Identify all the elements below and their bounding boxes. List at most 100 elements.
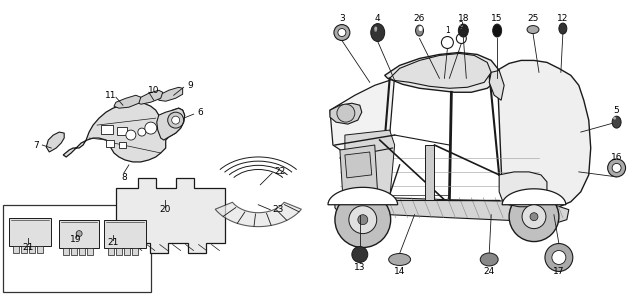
Polygon shape — [10, 218, 51, 246]
Ellipse shape — [458, 24, 468, 37]
Circle shape — [76, 231, 82, 237]
Text: 1: 1 — [445, 26, 450, 35]
Text: 26: 26 — [414, 14, 425, 23]
Text: 17: 17 — [553, 267, 564, 276]
Polygon shape — [499, 172, 547, 207]
Ellipse shape — [388, 254, 411, 266]
Polygon shape — [340, 145, 378, 198]
Circle shape — [172, 116, 180, 124]
Polygon shape — [116, 248, 122, 254]
Ellipse shape — [371, 24, 385, 41]
Polygon shape — [497, 60, 591, 210]
Ellipse shape — [480, 253, 498, 266]
Circle shape — [349, 206, 377, 234]
Circle shape — [358, 215, 368, 225]
Text: 6: 6 — [198, 108, 204, 117]
Circle shape — [334, 24, 350, 41]
Text: 25: 25 — [527, 14, 539, 23]
Polygon shape — [137, 90, 163, 104]
Text: 11: 11 — [105, 91, 116, 100]
Text: 20: 20 — [159, 205, 170, 214]
Ellipse shape — [374, 29, 377, 32]
Text: 18: 18 — [458, 14, 469, 23]
Polygon shape — [390, 53, 491, 88]
Polygon shape — [424, 145, 435, 200]
Text: 23: 23 — [273, 205, 284, 214]
Polygon shape — [117, 127, 127, 135]
Text: 8: 8 — [121, 173, 127, 182]
Polygon shape — [71, 248, 77, 254]
Ellipse shape — [559, 23, 567, 34]
Ellipse shape — [613, 117, 616, 119]
Polygon shape — [114, 95, 141, 108]
Circle shape — [337, 104, 355, 122]
Circle shape — [145, 122, 157, 134]
Circle shape — [338, 29, 346, 37]
Ellipse shape — [374, 27, 377, 31]
Polygon shape — [489, 70, 504, 100]
Circle shape — [138, 128, 146, 136]
Polygon shape — [330, 103, 362, 124]
Text: 21: 21 — [22, 243, 34, 252]
Text: 2: 2 — [459, 21, 464, 30]
Circle shape — [530, 213, 538, 221]
Ellipse shape — [527, 26, 539, 34]
Ellipse shape — [493, 24, 502, 37]
Circle shape — [552, 251, 566, 264]
Text: 22: 22 — [275, 167, 286, 176]
Ellipse shape — [415, 25, 424, 36]
Text: 10: 10 — [148, 86, 159, 95]
Text: 19: 19 — [70, 235, 82, 244]
Text: 3: 3 — [339, 14, 345, 23]
Polygon shape — [330, 75, 395, 158]
Ellipse shape — [612, 116, 621, 128]
Text: 4: 4 — [375, 14, 381, 23]
Polygon shape — [60, 220, 99, 248]
Text: 13: 13 — [354, 263, 365, 272]
Circle shape — [168, 112, 184, 128]
Polygon shape — [29, 246, 35, 252]
Circle shape — [126, 130, 136, 140]
Polygon shape — [385, 52, 499, 92]
Ellipse shape — [419, 26, 422, 31]
Polygon shape — [37, 246, 44, 252]
Polygon shape — [106, 140, 114, 147]
Circle shape — [522, 205, 546, 229]
Polygon shape — [124, 248, 130, 254]
Polygon shape — [345, 130, 395, 200]
Polygon shape — [116, 178, 225, 252]
Polygon shape — [21, 246, 28, 252]
Text: 12: 12 — [557, 14, 568, 23]
Polygon shape — [215, 202, 301, 226]
Circle shape — [545, 243, 573, 271]
Polygon shape — [159, 87, 182, 101]
Circle shape — [612, 163, 621, 172]
Polygon shape — [101, 125, 113, 134]
Polygon shape — [46, 132, 64, 152]
Circle shape — [335, 192, 390, 248]
Polygon shape — [63, 102, 184, 162]
Text: 15: 15 — [492, 14, 503, 23]
Polygon shape — [345, 152, 372, 178]
Text: 16: 16 — [611, 153, 622, 162]
Polygon shape — [502, 189, 566, 205]
Circle shape — [607, 159, 625, 177]
Circle shape — [352, 246, 368, 263]
Polygon shape — [63, 248, 69, 254]
Text: 7: 7 — [33, 141, 39, 150]
Polygon shape — [132, 248, 138, 254]
Polygon shape — [13, 246, 19, 252]
Text: 21: 21 — [108, 238, 118, 247]
Polygon shape — [108, 248, 114, 254]
Polygon shape — [79, 248, 85, 254]
Polygon shape — [328, 187, 397, 205]
Bar — [3, 205, 151, 292]
Text: 5: 5 — [614, 106, 620, 115]
Text: 24: 24 — [484, 267, 495, 276]
Polygon shape — [119, 142, 126, 148]
Text: 9: 9 — [188, 81, 193, 90]
Circle shape — [509, 192, 559, 242]
Polygon shape — [104, 220, 146, 248]
Polygon shape — [335, 195, 569, 225]
Ellipse shape — [460, 24, 463, 29]
